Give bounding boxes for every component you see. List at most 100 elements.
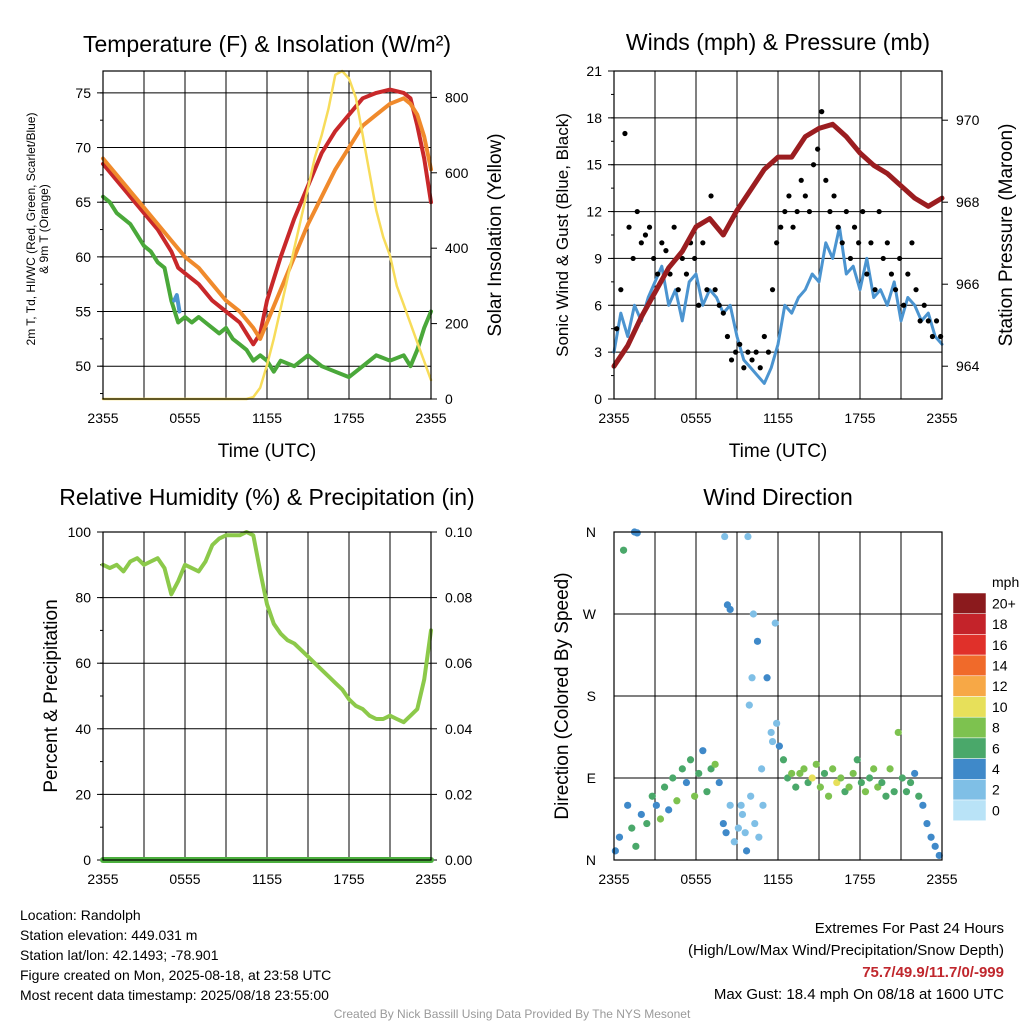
max-gust-text: Max Gust: 18.4 mph On 08/18 at 1600 UTC — [713, 986, 1004, 1003]
y-tick-label: 6 — [594, 297, 602, 313]
gust-point — [786, 193, 792, 199]
y-tick-label: S — [587, 688, 596, 704]
x-tick-label: 1155 — [763, 410, 793, 426]
gust-point — [921, 302, 927, 308]
direction-point — [935, 851, 943, 860]
speed-color-legend: mph 20+ 18 16 14 12 10 8 6 4 2 0 — [952, 574, 1019, 821]
gust-point — [851, 224, 858, 230]
direction-point — [673, 797, 681, 805]
x-tick-label: 0555 — [680, 410, 711, 426]
y-tick-label: E — [587, 770, 596, 786]
x-tick-label: 2355 — [87, 410, 118, 426]
gust-point — [634, 208, 640, 215]
legend-label: 2 — [992, 782, 1000, 798]
direction-point — [665, 806, 673, 814]
gust-point — [856, 240, 862, 246]
credit-line: Created By Nick Bassill Using Data Provi… — [333, 1007, 691, 1021]
direction-point — [721, 532, 729, 541]
direction-point — [878, 778, 886, 787]
y-axis-label: Sonic Wind & Gust (Blue, Black) — [553, 113, 572, 357]
direction-point — [643, 819, 651, 828]
direction-point — [751, 819, 759, 828]
legend-label: 0 — [992, 802, 1000, 818]
right-tick-label: 0.08 — [445, 590, 472, 606]
direction-point — [741, 829, 749, 837]
series-line-td — [101, 194, 433, 380]
direction-point — [734, 824, 742, 832]
x-tick-label: 1755 — [333, 410, 364, 426]
gust-point — [872, 287, 878, 293]
gust-point — [741, 365, 747, 371]
gust-point — [897, 255, 903, 262]
y-tick-label: 40 — [75, 721, 91, 737]
gust-point — [724, 333, 731, 340]
direction-point — [824, 792, 833, 800]
gust-point — [745, 349, 751, 355]
direction-point — [726, 801, 734, 809]
direction-point — [767, 728, 775, 737]
y-tick-label: 60 — [75, 655, 91, 671]
right-tick-label: 0.10 — [445, 524, 472, 540]
x-tick-label: 1155 — [252, 871, 282, 887]
extremes-box: Extremes For Past 24 Hours (High/Low/Max… — [688, 918, 1004, 1006]
direction-point — [890, 788, 898, 796]
gust-point — [659, 240, 665, 246]
gust-point — [655, 271, 661, 277]
direction-point — [747, 792, 755, 800]
gust-point — [794, 208, 800, 215]
direction-point — [682, 778, 691, 787]
direction-point — [719, 819, 727, 828]
direction-point — [624, 801, 632, 809]
extremes-title: Extremes For Past 24 Hours — [814, 920, 1004, 937]
location-text: Location: Randolph — [20, 907, 141, 923]
gust-point — [646, 224, 653, 230]
right-tick-label: 968 — [956, 194, 980, 210]
direction-point — [742, 847, 751, 855]
y-tick-label: 15 — [586, 157, 602, 173]
chart-title: Winds (mph) & Pressure (mb) — [626, 29, 930, 55]
gust-point — [769, 287, 776, 293]
gust-point — [831, 193, 837, 199]
direction-point — [773, 719, 781, 727]
latlon-text: Station lat/lon: 42.1493; -78.901 — [20, 947, 219, 963]
direction-point — [902, 788, 911, 796]
gust-point — [892, 287, 899, 293]
x-tick-label: 2355 — [598, 871, 629, 887]
direction-point — [686, 756, 695, 764]
legend-swatch — [952, 634, 987, 656]
direction-point — [759, 801, 767, 809]
gust-point — [630, 255, 636, 262]
direction-point — [652, 801, 660, 809]
direction-point — [849, 769, 857, 778]
extremes-values: 75.7/49.9/11.7/0/-999 — [862, 964, 1004, 981]
direction-point — [632, 842, 640, 850]
y-axis-label: Percent & Precipitation — [41, 599, 62, 792]
chart-title: Temperature (F) & Insolation (W/m²) — [83, 31, 451, 57]
direction-point — [703, 788, 711, 796]
gust-point — [671, 224, 677, 230]
gust-point — [696, 302, 702, 308]
direction-point — [615, 833, 624, 841]
direction-point — [611, 847, 619, 855]
series-line-rh — [101, 530, 433, 725]
right-axis-label: Solar Insolation (Yellow) — [485, 133, 506, 336]
legend-swatch — [952, 654, 987, 677]
gust-point — [905, 271, 911, 277]
gust-point — [753, 349, 759, 355]
y-tick-label: 75 — [75, 85, 91, 101]
right-tick-label: 800 — [445, 89, 469, 105]
series-line-2m-t — [101, 87, 433, 347]
gust-point — [929, 333, 936, 340]
direction-point — [931, 842, 939, 850]
direction-point — [745, 701, 753, 709]
direction-point — [775, 742, 783, 750]
direction-point — [691, 792, 699, 800]
legend-label: 18 — [992, 616, 1008, 632]
gust-point — [618, 287, 624, 293]
y-axis-label: Direction (Colored By Speed) — [552, 572, 573, 819]
direction-point — [919, 801, 927, 809]
legend-label: 10 — [992, 699, 1008, 715]
gust-point — [626, 224, 632, 230]
legend-label: 4 — [992, 761, 1000, 777]
right-tick-label: 0.04 — [445, 721, 472, 737]
